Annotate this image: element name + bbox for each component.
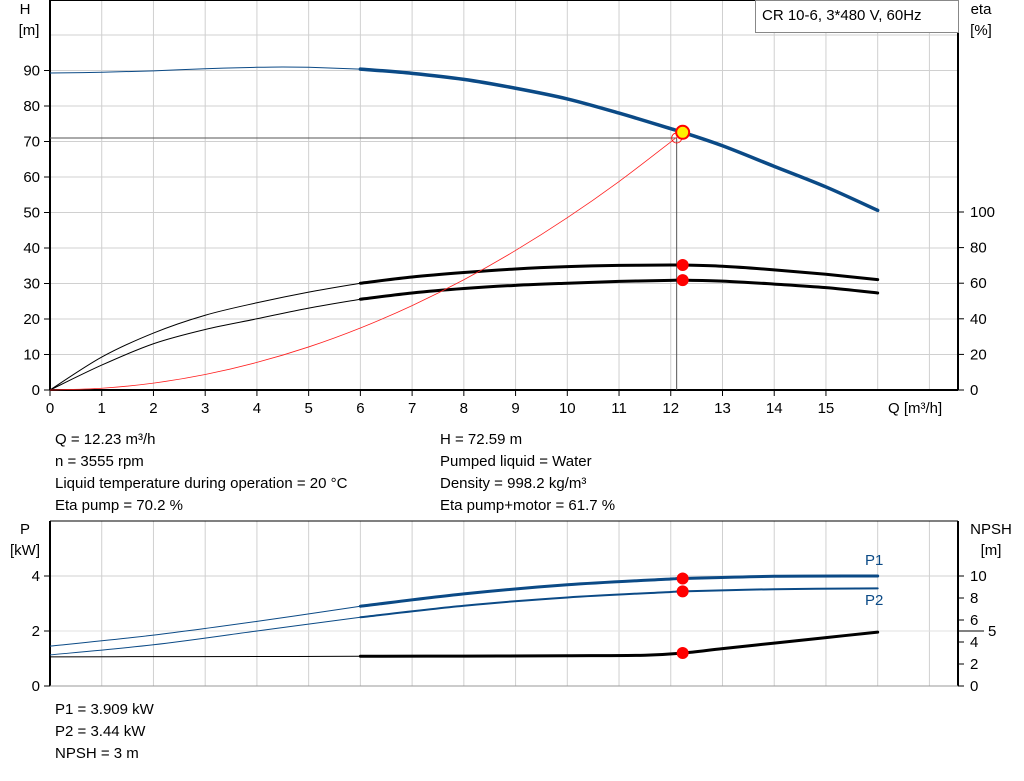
h-tick-label: 80 [23, 98, 40, 115]
x-tick-label: 6 [356, 400, 364, 417]
npsh-tick-label: 6 [970, 612, 978, 629]
h-tick-label: 60 [23, 169, 40, 186]
x-tick-label: 0 [46, 400, 54, 417]
chart-title: CR 10-6, 3*480 V, 60Hz [762, 7, 922, 24]
x-tick-label: 11 [611, 400, 627, 417]
npsh-axis-unit: [m] [981, 542, 1002, 559]
title-box: CR 10-6, 3*480 V, 60Hz [755, 0, 959, 33]
grid-top [49, 0, 958, 391]
x-tick-label: 5 [304, 400, 312, 417]
h-tick-label: 0 [32, 382, 40, 399]
npsh-tick-label: 0 [970, 678, 978, 695]
p-tick-label: 2 [32, 623, 40, 640]
info-n: n = 3555 rpm [55, 453, 144, 470]
info-p1: P1 = 3.909 kW [55, 701, 154, 718]
x-tick-label: 13 [714, 400, 731, 417]
info-h: H = 72.59 m [440, 431, 523, 448]
npsh-tick-label: 4 [970, 634, 978, 651]
axes: 0 1 2 3 4 5 6 7 8 9 10 11 12 13 14 15010203040506070809… [23, 0, 996, 695]
eta-tick-label: 0 [970, 382, 978, 399]
npsh-tick-label: 10 [970, 568, 987, 585]
eta-axis-unit: [%] [970, 22, 992, 39]
eta-tick-label: 100 [970, 204, 995, 221]
curve-system-thin [49, 131, 683, 391]
info-eta-pump: Eta pump = 70.2 % [55, 497, 183, 514]
h-tick-label: 70 [23, 134, 40, 151]
curve-eta_pump_motor [358, 278, 880, 301]
duty-markers [671, 124, 691, 659]
x-tick-label: 2 [149, 400, 157, 417]
h-tick-label: 30 [23, 276, 40, 293]
info-right: H = 72.59 m Pumped liquid = Water Densit… [440, 429, 615, 517]
h-axis-label: H [20, 1, 31, 18]
axis-labels: H [m] eta [%] Q [m³/h] P [kW] NPSH [m] P… [10, 1, 1012, 609]
curve-NPSH [358, 630, 880, 658]
x-tick-label: 1 [98, 400, 106, 417]
duty-point-p2 [676, 585, 689, 598]
duty-point-eta-pump-motor [676, 274, 689, 287]
curve-H-thin [49, 66, 361, 74]
h-tick-label: 40 [23, 240, 40, 257]
curves [49, 66, 880, 658]
p-tick-label: 4 [32, 568, 40, 585]
info-p2: P2 = 3.44 kW [55, 723, 146, 740]
info-density: Density = 998.2 kg/m³ [440, 475, 587, 492]
x-tick-label: 7 [408, 400, 416, 417]
info-eta-pump-motor: Eta pump+motor = 61.7 % [440, 497, 616, 514]
curve-P2 [359, 587, 879, 619]
curve-eta_pump_motor-thin [49, 298, 361, 391]
x-tick-label: 10 [559, 400, 576, 417]
curve-P2-thin [49, 616, 361, 656]
curve-P1-thin [49, 605, 361, 647]
curve-NPSH-thin [49, 655, 361, 658]
q-axis-label: Q [m³/h] [888, 400, 942, 417]
duty-point-h [675, 124, 691, 140]
p-tick-label: 0 [32, 678, 40, 695]
npsh-tick-label: 5 [988, 623, 996, 640]
x-tick-label: 4 [253, 400, 261, 417]
eta-tick-label: 40 [970, 311, 987, 328]
curve-P1 [358, 574, 880, 608]
npsh-tick-label: 2 [970, 656, 978, 673]
x-tick-label: 15 [818, 400, 835, 417]
eta-tick-label: 20 [970, 346, 987, 363]
grid-bottom [49, 521, 958, 687]
x-tick-label: 9 [511, 400, 519, 417]
npsh-axis-label: NPSH [970, 521, 1012, 538]
info-bottom: P1 = 3.909 kW P2 = 3.44 kW NPSH = 3 m [55, 699, 154, 765]
npsh-tick-label: 8 [970, 590, 978, 607]
p-axis-unit: [kW] [10, 542, 40, 559]
p1-series-label: P1 [865, 552, 883, 569]
eta-tick-label: 80 [970, 240, 987, 257]
duty-point-p1 [676, 572, 689, 585]
x-tick-label: 12 [662, 400, 679, 417]
h-tick-label: 20 [23, 311, 40, 328]
info-left: Q = 12.23 m³/h n = 3555 rpm Liquid tempe… [55, 429, 347, 517]
h-tick-label: 90 [23, 63, 40, 80]
info-q: Q = 12.23 m³/h [55, 431, 156, 448]
curve-H [358, 67, 880, 213]
h-axis-unit: [m] [19, 22, 40, 39]
curve-eta_pump-thin [49, 282, 361, 391]
p-axis-label: P [20, 521, 30, 538]
x-tick-label: 14 [766, 400, 783, 417]
eta-axis-label: eta [971, 1, 993, 18]
info-temperature: Liquid temperature during operation = 20… [55, 475, 348, 492]
h-tick-label: 50 [23, 205, 40, 222]
x-tick-label: 8 [460, 400, 468, 417]
duty-point-eta-pump [676, 259, 689, 272]
x-tick-label: 3 [201, 400, 209, 417]
p2-series-label: P2 [865, 592, 883, 609]
info-npsh: NPSH = 3 m [55, 745, 139, 762]
eta-tick-label: 60 [970, 275, 987, 292]
h-tick-label: 10 [23, 347, 40, 364]
curve-eta_pump [358, 263, 880, 285]
duty-point-npsh [676, 647, 689, 659]
info-liquid: Pumped liquid = Water [440, 453, 592, 470]
